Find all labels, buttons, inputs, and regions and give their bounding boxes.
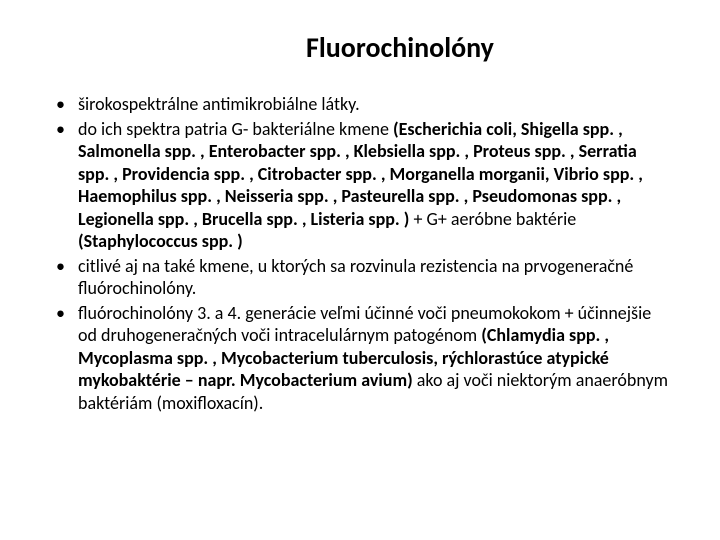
bullet-bold: (Staphylococcus spp. ) <box>78 230 243 252</box>
list-item: širokospektrálne antimikrobiálne látky. <box>50 93 670 116</box>
bullet-text: do ich spektra patria G- bakteriálne kme… <box>78 118 393 140</box>
bullet-text: citlivé aj na také kmene, u ktorých sa r… <box>78 255 633 300</box>
list-item: do ich spektra patria G- bakteriálne kme… <box>50 118 670 253</box>
bullet-text: širokospektrálne antimikrobiálne látky. <box>78 93 360 115</box>
list-item: citlivé aj na také kmene, u ktorých sa r… <box>50 255 670 300</box>
list-item: fluórochinolóny 3. a 4. generácie veľmi … <box>50 302 670 415</box>
slide-title: Fluorochinolóny <box>50 30 670 65</box>
bullet-list: širokospektrálne antimikrobiálne látky. … <box>50 93 670 414</box>
slide: Fluorochinolóny širokospektrálne antimik… <box>0 0 720 540</box>
bullet-text: + G+ aeróbne baktérie <box>409 208 576 230</box>
